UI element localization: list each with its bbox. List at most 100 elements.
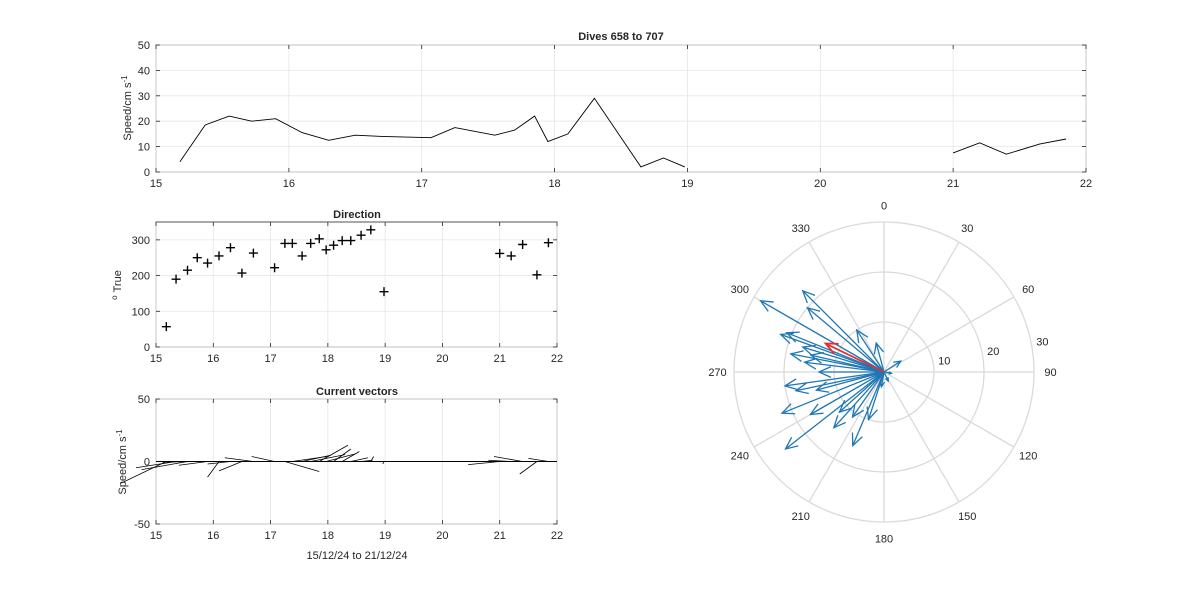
direction-xtick-label: 21: [494, 353, 506, 365]
speed-xtick-label: 15: [150, 178, 162, 190]
direction-grid: [155, 222, 558, 348]
polar-arrow: [883, 371, 889, 382]
direction-title: Direction: [333, 209, 381, 221]
direction-point: [329, 240, 339, 250]
vector-stick: [135, 461, 177, 469]
polar-arrow-head: [806, 306, 821, 320]
vectors-xtick-label: 21: [494, 530, 506, 542]
vector-stick: [333, 448, 352, 462]
polar-arrow-head: [873, 341, 885, 355]
direction-point: [366, 225, 376, 235]
direction-point: [161, 322, 171, 332]
polar-mean-arrow-head: [823, 342, 839, 355]
polar-arrow-head: [801, 289, 816, 304]
polar-arrow-head: [888, 371, 893, 375]
polar-spoke: [808, 371, 885, 503]
polar-arrow-head: [784, 437, 799, 450]
direction-xtick-label: 16: [207, 353, 219, 365]
direction-point: [518, 240, 528, 249]
direction-xtick-label: 19: [379, 353, 391, 365]
speed-ytick-label: 20: [138, 116, 150, 128]
direction-point: [203, 258, 213, 268]
speed-xtick-label: 22: [1080, 178, 1092, 190]
vector-stick: [120, 461, 167, 484]
direction-point: [287, 238, 297, 248]
direction-ylabel: oTrue: [110, 270, 124, 300]
direction-ytick-label: 200: [132, 271, 150, 283]
speed-ytick-label: 0: [144, 167, 150, 179]
vector-stick: [162, 461, 198, 463]
polar-arrow: [883, 360, 902, 373]
polar-arrow: [785, 371, 885, 450]
polar-arrow: [802, 346, 885, 373]
direction-point: [214, 251, 224, 261]
polar-arrow: [784, 371, 885, 387]
vector-stick: [326, 453, 355, 462]
vector-stick: [493, 456, 523, 462]
vector-stick: [141, 461, 188, 471]
polar-arrow: [781, 371, 885, 414]
speed-xtick-label: 16: [283, 178, 295, 190]
polar-radius-label: 10: [938, 355, 950, 367]
speed-ytick-label: 40: [138, 65, 150, 77]
vectors-xtick-label: 15: [150, 530, 162, 542]
direction-ticks: 15 16 17 18 19 20 21 22 0 100 200 300: [132, 222, 563, 365]
polar-angle-label: 90: [1044, 367, 1056, 379]
polar-arrow: [795, 371, 885, 392]
vector-stick: [207, 461, 231, 465]
polar-spoke: [883, 241, 960, 373]
polar-arrow-head: [785, 331, 800, 343]
polar-arrow-head: [893, 360, 903, 368]
vectors-panel: 15 16 17 18 19 20 21 22 -50 0 50 Current vectors S…: [115, 386, 563, 562]
vector-stick: [301, 454, 331, 462]
speed-xtick-label: 21: [947, 178, 959, 190]
vectors-xtick-label: 22: [551, 530, 563, 542]
direction-point: [346, 236, 356, 246]
polar-arrow: [790, 353, 885, 373]
polar-angle-label: 210: [792, 511, 810, 523]
direction-points: [161, 225, 553, 332]
polar-spoke: [808, 241, 885, 373]
polar-arrow: [875, 342, 885, 373]
vectors-xtick-label: 20: [436, 530, 448, 542]
direction-point: [270, 263, 280, 273]
polar-arrow-head: [809, 351, 824, 364]
polar-angle-label: 300: [731, 284, 749, 296]
polar-arrow-head: [884, 377, 889, 383]
polar-arrow: [838, 371, 885, 413]
polar-mean-arrow: [825, 342, 885, 373]
direction-point: [192, 253, 202, 263]
vector-stick: [178, 461, 208, 466]
polar-arrow-head: [809, 403, 824, 416]
speed-series-line: [179, 97, 685, 168]
polar-arrow: [810, 371, 885, 416]
polar-arrows: [759, 289, 903, 450]
vectors-xtick-label: 19: [379, 530, 391, 542]
polar-angle-label: 270: [708, 367, 726, 379]
polar-arrow-head: [817, 366, 832, 378]
vectors-ylabel: Speed/cm s-1: [115, 429, 129, 495]
polar-arrow: [816, 371, 885, 391]
polar-angle-label: 60: [1022, 284, 1034, 296]
direction-ytick-label: 100: [132, 306, 150, 318]
speed-ytick-label: 30: [138, 91, 150, 103]
direction-ytick-label: 300: [132, 235, 150, 247]
vector-stick: [310, 454, 346, 462]
polar-arrow-head: [851, 432, 863, 448]
vectors-xtick-label: 17: [264, 530, 276, 542]
vector-stick: [528, 457, 549, 462]
speed-xtick-label: 17: [416, 178, 428, 190]
direction-xtick-label: 22: [551, 353, 563, 365]
vectors-sticks: [120, 444, 557, 484]
direction-point: [297, 251, 307, 261]
polar-spoke: [883, 371, 960, 503]
polar-arrow-head: [814, 381, 830, 393]
polar-arrow-head: [783, 378, 798, 391]
polar-arrow: [760, 300, 885, 373]
vectors-ytick-label: 0: [144, 457, 150, 469]
direction-point: [356, 230, 366, 240]
vectors-xlabel: 15/12/24 to 21/12/24: [307, 550, 408, 562]
direction-point: [225, 243, 235, 253]
vector-stick: [519, 461, 538, 475]
vectors-xtick-label: 18: [322, 530, 334, 542]
